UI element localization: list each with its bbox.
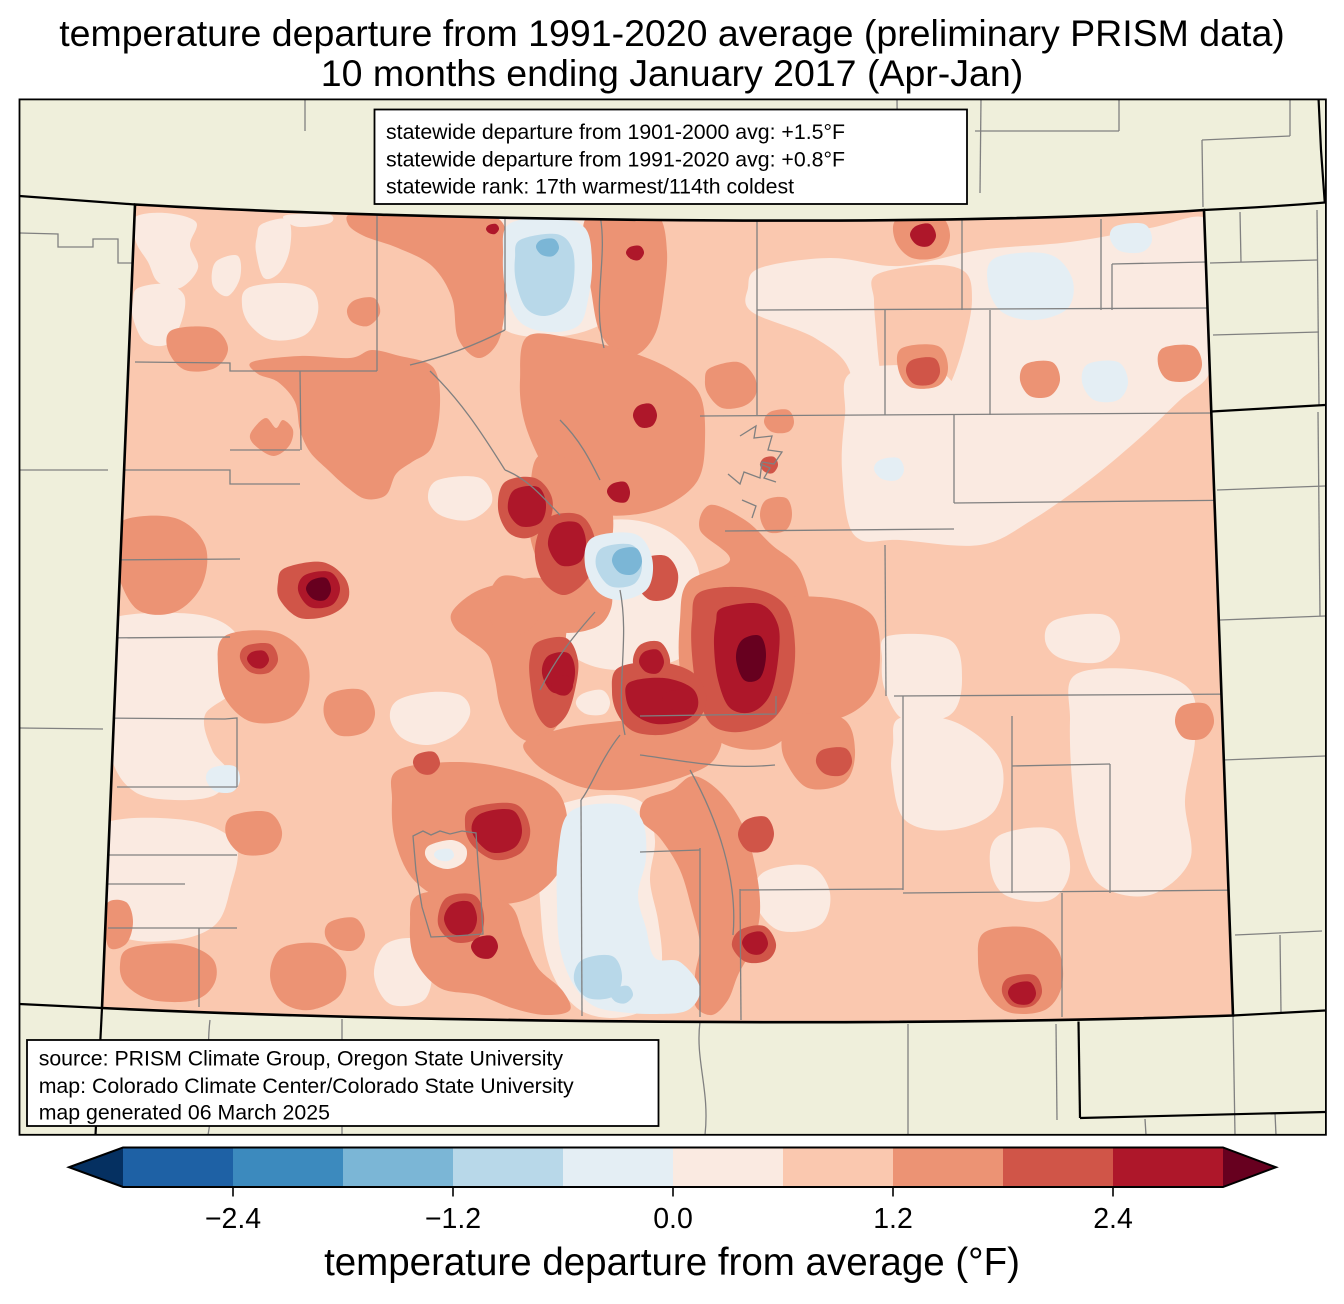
svg-text:statewide departure from 1901-: statewide departure from 1901-2000 avg: …	[386, 120, 845, 144]
svg-text:source: PRISM Climate Group, O: source: PRISM Climate Group, Oregon Stat…	[39, 1047, 564, 1071]
svg-text:temperature departure from ave: temperature departure from average (°F)	[324, 1241, 1020, 1284]
svg-text:−1.2: −1.2	[425, 1203, 481, 1235]
svg-text:10 months ending January 2017: 10 months ending January 2017 (Apr-Jan)	[321, 52, 1024, 94]
svg-text:map: Colorado Climate Center/C: map: Colorado Climate Center/Colorado St…	[39, 1074, 574, 1098]
svg-text:2.4: 2.4	[1093, 1203, 1133, 1235]
svg-text:−2.4: −2.4	[205, 1203, 261, 1235]
svg-text:1.2: 1.2	[873, 1203, 913, 1235]
svg-text:statewide rank: 17th warmest/1: statewide rank: 17th warmest/114th colde…	[386, 175, 794, 199]
svg-text:statewide departure from 1991-: statewide departure from 1991-2020 avg: …	[386, 147, 845, 171]
svg-text:map generated 06 March 2025: map generated 06 March 2025	[39, 1101, 330, 1125]
svg-text:0.0: 0.0	[653, 1203, 693, 1235]
svg-text:temperature departure from 199: temperature departure from 1991-2020 ave…	[59, 12, 1285, 54]
